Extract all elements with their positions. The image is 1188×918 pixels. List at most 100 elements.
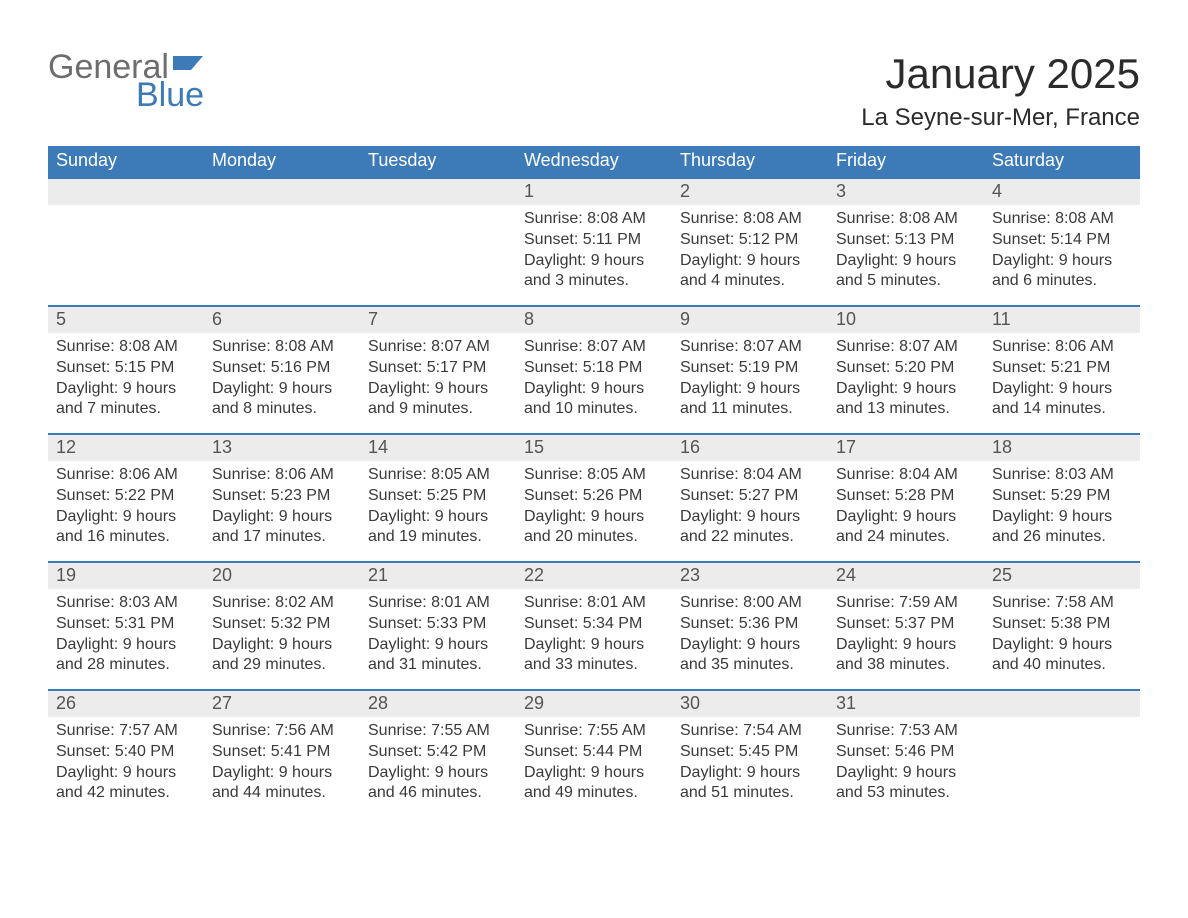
sunrise-text: Sunrise: 8:07 AM xyxy=(524,337,664,358)
calendar-day-cell: 30Sunrise: 7:54 AMSunset: 5:45 PMDayligh… xyxy=(672,689,828,817)
day-details: Sunrise: 7:59 AMSunset: 5:37 PMDaylight:… xyxy=(828,589,984,680)
day-number: 17 xyxy=(828,433,984,461)
sunset-text: Sunset: 5:32 PM xyxy=(212,614,352,635)
day-details: Sunrise: 8:07 AMSunset: 5:17 PMDaylight:… xyxy=(360,333,516,424)
daylight-text: Daylight: 9 hours and 11 minutes. xyxy=(680,379,820,421)
day-number: 8 xyxy=(516,305,672,333)
daylight-text: Daylight: 9 hours and 35 minutes. xyxy=(680,635,820,677)
daylight-text: Daylight: 9 hours and 49 minutes. xyxy=(524,763,664,805)
daylight-text: Daylight: 9 hours and 10 minutes. xyxy=(524,379,664,421)
logo-text-part2: Blue xyxy=(136,78,204,112)
day-details: Sunrise: 8:08 AMSunset: 5:15 PMDaylight:… xyxy=(48,333,204,424)
day-number: 11 xyxy=(984,305,1140,333)
calendar-day-cell xyxy=(984,689,1140,817)
calendar-day-cell: 7Sunrise: 8:07 AMSunset: 5:17 PMDaylight… xyxy=(360,305,516,433)
day-number: 16 xyxy=(672,433,828,461)
daylight-text: Daylight: 9 hours and 51 minutes. xyxy=(680,763,820,805)
sunset-text: Sunset: 5:23 PM xyxy=(212,486,352,507)
sunset-text: Sunset: 5:26 PM xyxy=(524,486,664,507)
day-details: Sunrise: 8:04 AMSunset: 5:27 PMDaylight:… xyxy=(672,461,828,552)
sunset-text: Sunset: 5:45 PM xyxy=(680,742,820,763)
day-details: Sunrise: 8:01 AMSunset: 5:34 PMDaylight:… xyxy=(516,589,672,680)
day-number: 22 xyxy=(516,561,672,589)
day-number: 29 xyxy=(516,689,672,717)
sunset-text: Sunset: 5:22 PM xyxy=(56,486,196,507)
day-number: 20 xyxy=(204,561,360,589)
calendar-day-cell: 8Sunrise: 8:07 AMSunset: 5:18 PMDaylight… xyxy=(516,305,672,433)
sunset-text: Sunset: 5:34 PM xyxy=(524,614,664,635)
daylight-text: Daylight: 9 hours and 3 minutes. xyxy=(524,251,664,293)
day-details: Sunrise: 8:06 AMSunset: 5:22 PMDaylight:… xyxy=(48,461,204,552)
calendar-day-cell xyxy=(48,177,204,305)
sunset-text: Sunset: 5:41 PM xyxy=(212,742,352,763)
sunrise-text: Sunrise: 7:54 AM xyxy=(680,721,820,742)
sunset-text: Sunset: 5:25 PM xyxy=(368,486,508,507)
location-subtitle: La Seyne-sur-Mer, France xyxy=(861,104,1140,132)
sunset-text: Sunset: 5:11 PM xyxy=(524,230,664,251)
calendar-page: General Blue January 2025 La Seyne-sur-M… xyxy=(0,0,1188,918)
calendar-day-cell: 23Sunrise: 8:00 AMSunset: 5:36 PMDayligh… xyxy=(672,561,828,689)
day-number: 10 xyxy=(828,305,984,333)
day-details: Sunrise: 7:57 AMSunset: 5:40 PMDaylight:… xyxy=(48,717,204,808)
daylight-text: Daylight: 9 hours and 14 minutes. xyxy=(992,379,1132,421)
sunrise-text: Sunrise: 7:55 AM xyxy=(524,721,664,742)
calendar-day-cell: 22Sunrise: 8:01 AMSunset: 5:34 PMDayligh… xyxy=(516,561,672,689)
calendar-day-cell: 2Sunrise: 8:08 AMSunset: 5:12 PMDaylight… xyxy=(672,177,828,305)
day-number: 18 xyxy=(984,433,1140,461)
sunset-text: Sunset: 5:40 PM xyxy=(56,742,196,763)
sunrise-text: Sunrise: 8:08 AM xyxy=(56,337,196,358)
daylight-text: Daylight: 9 hours and 33 minutes. xyxy=(524,635,664,677)
calendar-day-cell: 13Sunrise: 8:06 AMSunset: 5:23 PMDayligh… xyxy=(204,433,360,561)
daylight-text: Daylight: 9 hours and 53 minutes. xyxy=(836,763,976,805)
day-details: Sunrise: 7:54 AMSunset: 5:45 PMDaylight:… xyxy=(672,717,828,808)
daylight-text: Daylight: 9 hours and 7 minutes. xyxy=(56,379,196,421)
sunrise-text: Sunrise: 8:03 AM xyxy=(56,593,196,614)
day-details: Sunrise: 8:05 AMSunset: 5:26 PMDaylight:… xyxy=(516,461,672,552)
day-details: Sunrise: 8:01 AMSunset: 5:33 PMDaylight:… xyxy=(360,589,516,680)
sunrise-text: Sunrise: 7:56 AM xyxy=(212,721,352,742)
sunset-text: Sunset: 5:29 PM xyxy=(992,486,1132,507)
day-number xyxy=(984,689,1140,717)
calendar-day-cell: 28Sunrise: 7:55 AMSunset: 5:42 PMDayligh… xyxy=(360,689,516,817)
daylight-text: Daylight: 9 hours and 38 minutes. xyxy=(836,635,976,677)
day-details: Sunrise: 7:56 AMSunset: 5:41 PMDaylight:… xyxy=(204,717,360,808)
calendar-week-row: 5Sunrise: 8:08 AMSunset: 5:15 PMDaylight… xyxy=(48,305,1140,433)
day-details: Sunrise: 7:55 AMSunset: 5:42 PMDaylight:… xyxy=(360,717,516,808)
sunrise-text: Sunrise: 8:08 AM xyxy=(680,209,820,230)
daylight-text: Daylight: 9 hours and 8 minutes. xyxy=(212,379,352,421)
weekday-header: Saturday xyxy=(984,146,1140,177)
calendar-day-cell xyxy=(204,177,360,305)
calendar-day-cell: 27Sunrise: 7:56 AMSunset: 5:41 PMDayligh… xyxy=(204,689,360,817)
sunrise-text: Sunrise: 8:07 AM xyxy=(680,337,820,358)
calendar-day-cell: 3Sunrise: 8:08 AMSunset: 5:13 PMDaylight… xyxy=(828,177,984,305)
day-details: Sunrise: 8:08 AMSunset: 5:13 PMDaylight:… xyxy=(828,205,984,296)
sunrise-text: Sunrise: 7:57 AM xyxy=(56,721,196,742)
calendar-day-cell: 6Sunrise: 8:08 AMSunset: 5:16 PMDaylight… xyxy=(204,305,360,433)
day-number: 30 xyxy=(672,689,828,717)
sunset-text: Sunset: 5:27 PM xyxy=(680,486,820,507)
sunrise-text: Sunrise: 8:08 AM xyxy=(836,209,976,230)
daylight-text: Daylight: 9 hours and 13 minutes. xyxy=(836,379,976,421)
day-number: 2 xyxy=(672,177,828,205)
day-number: 24 xyxy=(828,561,984,589)
day-number: 23 xyxy=(672,561,828,589)
sunrise-text: Sunrise: 8:00 AM xyxy=(680,593,820,614)
brand-logo: General Blue xyxy=(48,50,204,112)
sunrise-text: Sunrise: 8:08 AM xyxy=(212,337,352,358)
sunrise-text: Sunrise: 8:02 AM xyxy=(212,593,352,614)
daylight-text: Daylight: 9 hours and 46 minutes. xyxy=(368,763,508,805)
title-block: January 2025 La Seyne-sur-Mer, France xyxy=(861,50,1140,132)
day-details xyxy=(204,205,360,213)
weekday-header: Friday xyxy=(828,146,984,177)
sunset-text: Sunset: 5:31 PM xyxy=(56,614,196,635)
day-details: Sunrise: 7:53 AMSunset: 5:46 PMDaylight:… xyxy=(828,717,984,808)
day-details: Sunrise: 8:04 AMSunset: 5:28 PMDaylight:… xyxy=(828,461,984,552)
daylight-text: Daylight: 9 hours and 9 minutes. xyxy=(368,379,508,421)
calendar-week-row: 1Sunrise: 8:08 AMSunset: 5:11 PMDaylight… xyxy=(48,177,1140,305)
calendar-day-cell: 11Sunrise: 8:06 AMSunset: 5:21 PMDayligh… xyxy=(984,305,1140,433)
sunset-text: Sunset: 5:44 PM xyxy=(524,742,664,763)
day-number: 28 xyxy=(360,689,516,717)
daylight-text: Daylight: 9 hours and 5 minutes. xyxy=(836,251,976,293)
day-details: Sunrise: 8:06 AMSunset: 5:23 PMDaylight:… xyxy=(204,461,360,552)
sunset-text: Sunset: 5:42 PM xyxy=(368,742,508,763)
